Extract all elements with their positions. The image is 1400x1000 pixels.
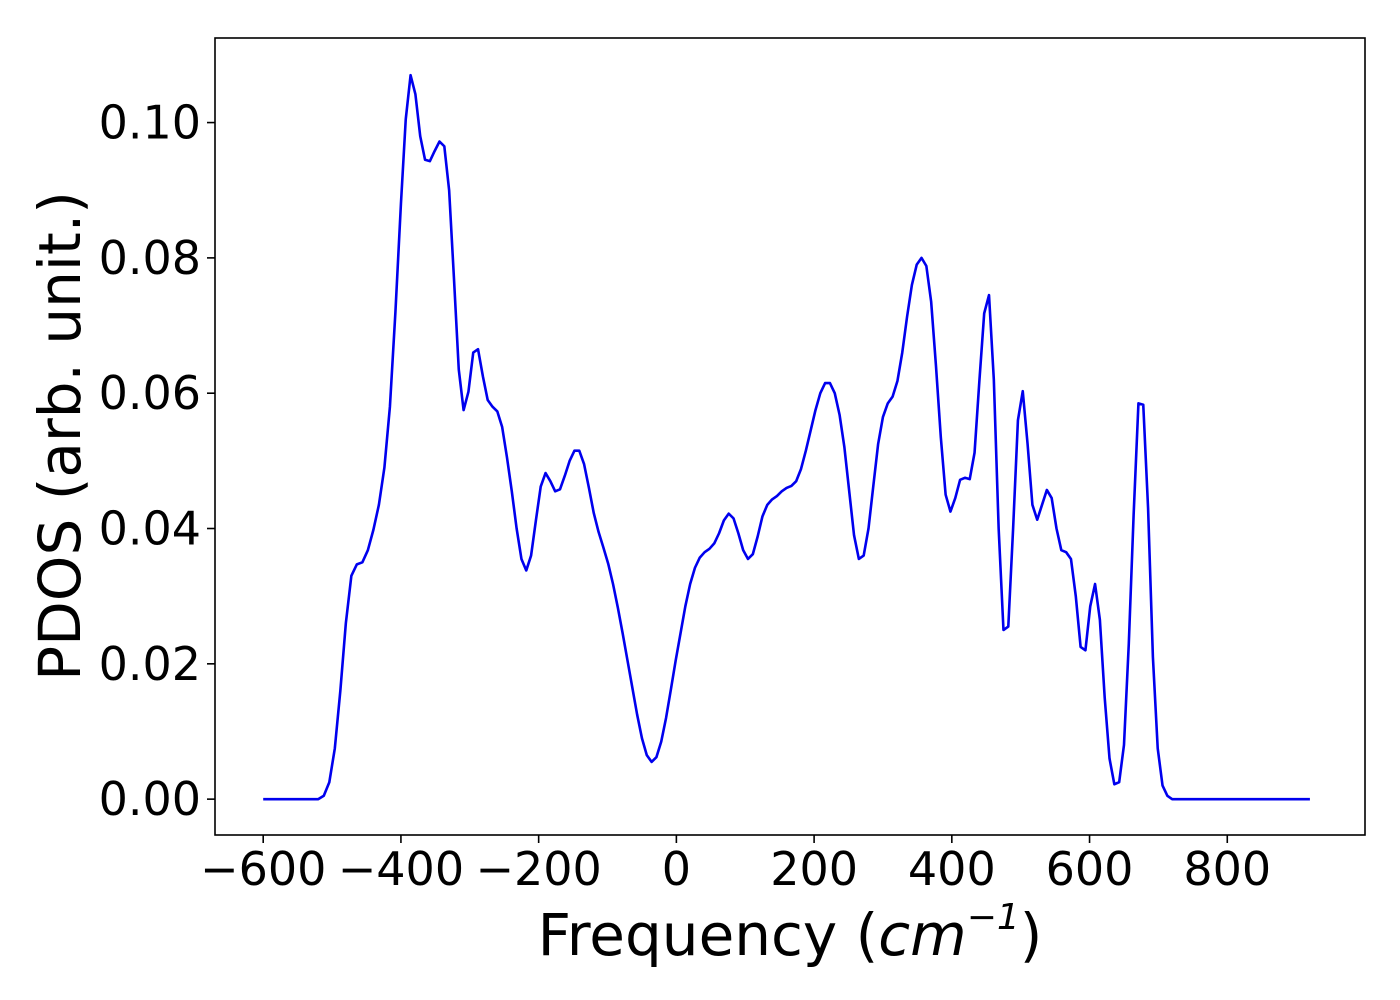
y-tick-label: 0.10 xyxy=(99,96,201,150)
x-tick-label: 0 xyxy=(662,842,691,896)
x-axis-label: Frequency (cm−1) xyxy=(538,897,1043,969)
y-tick-label: 0.02 xyxy=(99,637,201,691)
x-axis-label-exponent: −1 xyxy=(967,897,1020,938)
x-axis-label-unit: cm xyxy=(878,901,966,969)
x-tick-label: −200 xyxy=(475,842,601,896)
x-tick-label: 200 xyxy=(770,842,858,896)
plot-frame xyxy=(214,37,1366,836)
x-tick-label: 600 xyxy=(1046,842,1134,896)
x-axis-label-close: ) xyxy=(1020,901,1043,969)
y-axis-label: PDOS (arb. unit.) xyxy=(26,191,94,681)
x-tick-label: 800 xyxy=(1183,842,1271,896)
series-line-0 xyxy=(263,73,1310,801)
x-tick-label: 400 xyxy=(908,842,996,896)
x-tick-label: −400 xyxy=(338,842,464,896)
y-tick-label: 0.08 xyxy=(99,231,201,285)
x-tick-label: −600 xyxy=(200,842,326,896)
y-tick-label: 0.00 xyxy=(99,772,201,826)
y-axis-ticks: 0.00 0.02 0.04 0.06 0.08 0.10 xyxy=(99,96,215,826)
y-tick-label: 0.04 xyxy=(99,502,201,556)
y-tick-label: 0.06 xyxy=(99,366,201,420)
x-axis-label-text: Frequency ( xyxy=(538,901,879,969)
x-axis-ticks: −600 −400 −200 0 200 400 600 800 xyxy=(200,835,1271,896)
data-layer xyxy=(263,73,1310,801)
